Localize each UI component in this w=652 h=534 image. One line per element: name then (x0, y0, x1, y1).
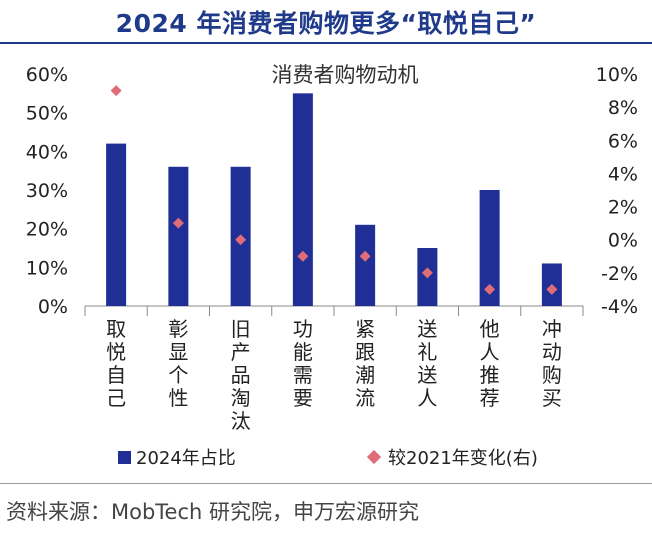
change-marker-8 (546, 283, 558, 295)
category-label-char: 他 (480, 317, 500, 341)
change-marker-2 (172, 217, 184, 229)
category-label-char: 送 (417, 317, 437, 341)
right-tick-label: -2% (601, 263, 638, 285)
category-label-char: 自 (106, 363, 126, 387)
bar-1 (106, 143, 127, 306)
category-label-char: 产 (231, 340, 251, 364)
bar-2 (168, 166, 189, 306)
category-label-char: 己 (106, 386, 126, 410)
category-label-char: 彰 (168, 317, 188, 341)
category-label-char: 能 (293, 340, 313, 364)
left-tick-label: 0% (38, 296, 68, 318)
left-tick-label: 60% (26, 64, 68, 86)
left-tick-label: 10% (26, 257, 68, 279)
category-label-char: 性 (168, 386, 188, 410)
change-markers-series (110, 85, 558, 295)
category-label-char: 潮 (355, 363, 375, 387)
legend-marker-label: 较2021年变化(右) (388, 448, 538, 469)
category-label-char: 跟 (355, 340, 375, 364)
category-label-char: 荐 (480, 386, 500, 410)
change-marker-1 (110, 85, 122, 97)
category-label-char: 动 (542, 340, 562, 364)
category-label-char: 显 (168, 340, 188, 364)
page-title: 2024 年消费者购物更多“取悦自己” (115, 9, 537, 38)
category-label-char: 品 (231, 363, 251, 387)
category-label-char: 悦 (106, 340, 126, 364)
change-marker-4 (297, 250, 309, 262)
right-tick-label: 2% (608, 197, 638, 219)
category-label-char: 功 (293, 317, 313, 341)
right-tick-label: -4% (601, 296, 638, 318)
right-tick-label: 8% (608, 97, 638, 119)
source-note: 资料来源：MobTech 研究院，申万宏源研究 (6, 500, 420, 524)
chart-title: 消费者购物动机 (272, 63, 419, 87)
category-label-char: 个 (168, 363, 188, 387)
motivation-chart: 消费者购物动机 0% 10% 20% 30% 40% 50% 60% -4% -2% 0% 2% 4… (26, 63, 638, 469)
bars-series (106, 93, 562, 306)
legend-marker-swatch (366, 449, 382, 465)
change-marker-3 (235, 234, 247, 246)
title-divider (0, 42, 652, 44)
category-label-char: 购 (542, 363, 562, 387)
right-tick-label: 6% (608, 130, 638, 152)
category-label-char: 要 (293, 386, 313, 410)
category-label-char: 需 (293, 363, 313, 387)
left-tick-label: 30% (26, 180, 68, 202)
category-label-char: 人 (417, 386, 437, 410)
left-axis: 0% 10% 20% 30% 40% 50% 60% (26, 64, 68, 318)
chart-legend: 2024年占比 较2021年变化(右) (118, 448, 538, 469)
right-tick-label: 10% (596, 64, 638, 86)
right-axis: -4% -2% 0% 2% 4% 6% 8% 10% (596, 64, 638, 318)
right-tick-label: 4% (608, 163, 638, 185)
category-label-char: 淘 (231, 386, 251, 410)
bar-7 (479, 190, 500, 306)
bar-5 (355, 224, 376, 306)
category-label-char: 推 (480, 363, 500, 387)
left-tick-label: 20% (26, 219, 68, 241)
change-marker-6 (421, 267, 433, 279)
category-label-char: 取 (106, 317, 126, 341)
left-tick-label: 40% (26, 141, 68, 163)
category-label-char: 买 (542, 386, 562, 410)
category-label-char: 旧 (231, 317, 251, 341)
bar-4 (292, 93, 313, 306)
category-label-char: 送 (417, 363, 437, 387)
category-label-char: 礼 (417, 340, 437, 364)
legend-bar-swatch (118, 451, 131, 464)
category-label-char: 流 (355, 386, 375, 410)
category-dividers (84, 306, 584, 316)
change-marker-5 (359, 250, 371, 262)
legend-bar-label: 2024年占比 (136, 448, 236, 469)
category-label-char: 汰 (231, 409, 251, 433)
category-label-char: 人 (480, 340, 500, 364)
category-label-char: 冲 (542, 317, 562, 341)
source-divider (0, 483, 652, 484)
change-marker-7 (484, 283, 496, 295)
left-tick-label: 50% (26, 103, 68, 125)
right-tick-label: 0% (608, 230, 638, 252)
category-label-char: 紧 (355, 317, 375, 341)
